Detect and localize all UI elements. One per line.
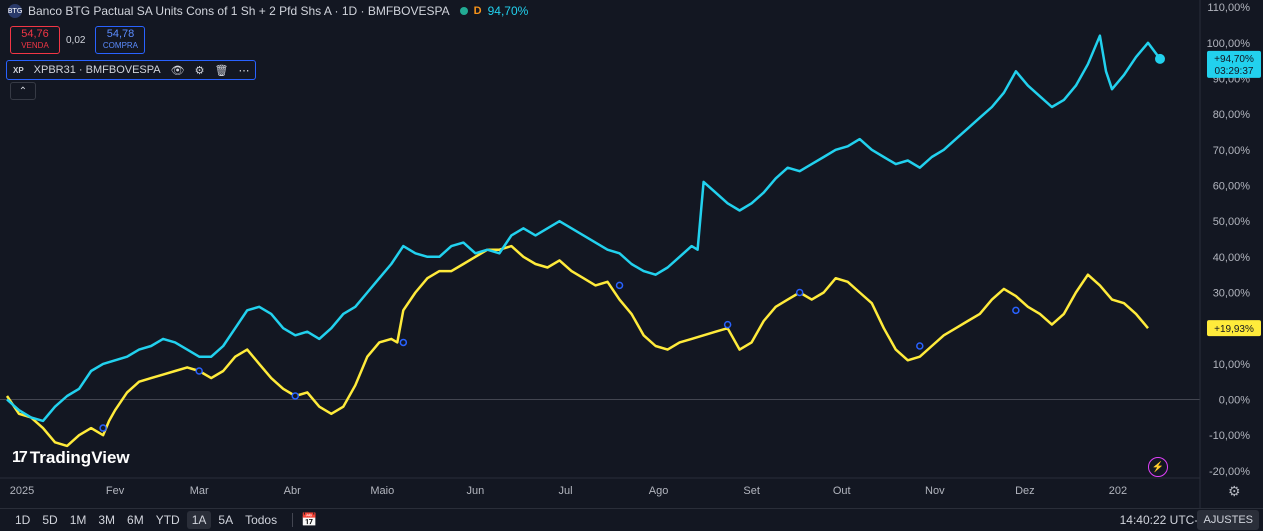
series-line-xpbr31 [5,244,1149,448]
buy-label: COMPRA [102,41,139,50]
main-last-value: +94,70% [1214,54,1254,65]
main-last-time: 03:29:37 [1215,66,1254,77]
settings-button[interactable]: AJUSTES [1197,510,1259,530]
chart-canvas[interactable]: 110,00%100,00%90,00%80,00%70,00%60,00%50… [0,0,1263,508]
y-tick-label: 110,00% [1207,2,1250,14]
series-line-bpac11 [6,34,1162,423]
y-tick-label: 70,00% [1213,145,1251,157]
range-button-ytd[interactable]: YTD [155,513,180,527]
compare-symbol-label: XPBR31 · BMFBOVESPA [33,64,161,76]
settings-icon[interactable]: ⚙ [194,64,205,77]
bottom-toolbar: 1D 5D 1M 3M 6M YTD 1A 5A Todos 📅 14:40:22 UTC-3 … [0,508,1263,531]
x-tick-label: Ago [649,485,669,497]
calendar-icon[interactable]: 📅 [301,512,318,527]
sell-button[interactable]: 54,76 VENDA [10,26,60,54]
x-tick-label: Out [833,485,851,497]
range-button-1a[interactable]: 1A [186,511,212,529]
interval-badge: D [473,5,482,17]
y-tick-label: -10,00% [1209,430,1250,442]
x-tick-label: Abr [284,485,301,497]
y-tick-label: 40,00% [1213,252,1251,264]
range-button-3m[interactable]: 3M [98,513,116,527]
more-icon[interactable]: ⋯ [238,64,250,77]
x-tick-label: 202 [1109,485,1127,497]
lightning-icon[interactable]: ⚡ [1148,457,1168,477]
buy-price: 54,78 [106,28,135,40]
x-tick-label: Dez [1015,485,1035,497]
x-tick-label: Jun [467,485,485,497]
symbol-logo-icon: BTG [8,4,22,18]
gear-icon[interactable]: ⚙ [1228,483,1241,499]
tradingview-mark-icon: 17 [12,449,28,466]
x-tick-label: Set [743,485,760,497]
y-tick-label: 80,00% [1213,109,1251,121]
y-tick-label: -20,00% [1209,466,1250,478]
eye-icon[interactable]: 👁 [170,64,185,77]
chart-header: BTG Banco BTG Pactual SA Units Cons of 1… [8,4,528,18]
buy-button[interactable]: 54,78 COMPRA [95,26,146,54]
chevron-up-icon: ⌃ [18,85,28,97]
symbol-title[interactable]: Banco BTG Pactual SA Units Cons of 1 Sh … [28,4,450,18]
compare-marker [195,367,203,375]
market-status-icon [459,7,468,15]
compare-marker [99,424,107,432]
last-point-marker [1155,53,1165,64]
compare-last-value: +19,93% [1214,324,1254,335]
compare-marker [723,320,732,329]
compare-marker [795,288,804,297]
x-axis[interactable]: 2025 Fev Mar Abr Maio Jun Jul Ago Set Out Nov Dez 20… [10,485,1127,497]
compare-marker [291,392,299,400]
toolbar-divider [292,513,294,527]
sell-label: VENDA [21,41,49,50]
x-tick-label: Maio [370,485,394,497]
spread-value: 0,02 [66,34,86,46]
collapse-legend-button[interactable]: ⌃ [10,82,36,100]
change-percent: 94,70% [487,4,529,18]
range-button-5d[interactable]: 5D [42,513,58,527]
sell-price: 54,76 [21,28,49,40]
x-tick-label: Jul [558,485,572,497]
trash-icon[interactable]: 🗑 [214,64,229,77]
range-button-5a[interactable]: 5A [218,513,234,527]
main-last-value-bg [1207,50,1261,78]
x-tick-label: Mar [190,485,209,497]
range-button-1m[interactable]: 1M [69,513,87,527]
series-layer [5,34,1162,448]
compare-symbol-row[interactable]: XP XPBR31 · BMFBOVESPA 👁 ⚙ 🗑 ⋯ [6,60,257,80]
compare-marker [399,338,408,347]
range-button-1d[interactable]: 1D [15,513,31,527]
compare-marker [1012,306,1020,315]
y-tick-label: 30,00% [1213,288,1251,300]
x-tick-label: Nov [925,485,945,497]
y-tick-label: 50,00% [1213,216,1251,228]
y-tick-label: 60,00% [1213,180,1251,192]
price-labels: +94,70%03:29:37 +19,93% [1155,50,1261,337]
x-tick-label: 2025 [10,485,34,497]
range-selector: 1D 5D 1M 3M 6M YTD 1A 5A Todos [0,511,282,529]
y-tick-label: 100,00% [1207,38,1251,50]
tradingview-name: TradingView [29,448,130,467]
compare-marker [916,342,924,350]
compare-markers [99,281,1020,432]
y-tick-label: 0,00% [1219,395,1250,407]
tradingview-logo: 17 TradingView [12,448,130,468]
range-button-6m[interactable]: 6M [127,513,144,527]
compare-last-value-bg [1207,320,1261,337]
compare-marker [615,281,624,290]
clock-display[interactable]: 14:40:22 UTC-3 [1119,513,1205,527]
x-tick-label: Fev [106,485,125,497]
quote-panel: 54,76 VENDA 0,02 54,78 COMPRA [10,26,146,54]
y-tick-label: 10,00% [1213,359,1251,371]
compare-symbol-logo: XP [13,65,24,75]
range-button-todos[interactable]: Todos [245,513,278,527]
